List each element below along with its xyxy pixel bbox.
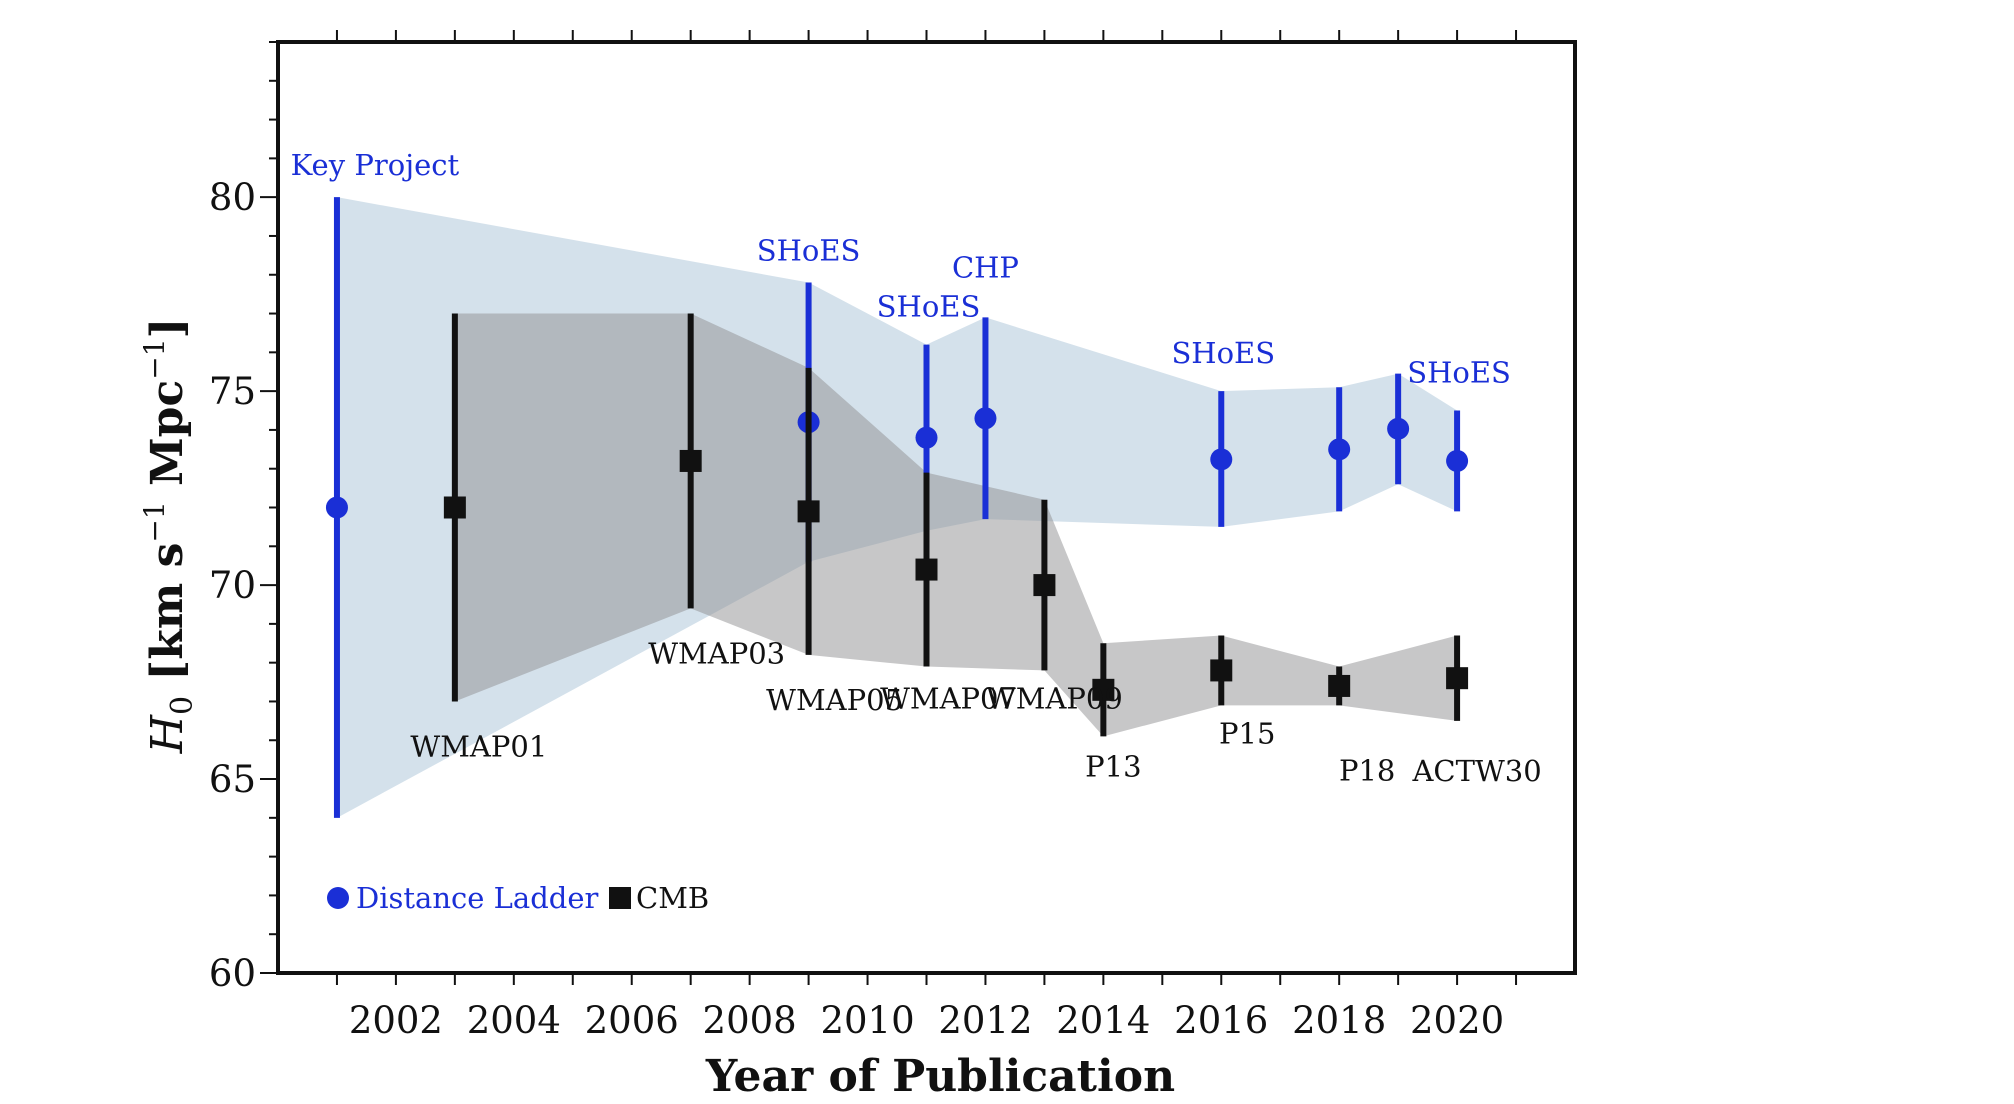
distance-ladder-point [974, 407, 997, 430]
x-tick-label: 2014 [1056, 999, 1150, 1042]
cmb-point [915, 558, 938, 581]
x-tick-label: 2020 [1410, 999, 1504, 1042]
y-tick-label: 75 [209, 370, 256, 413]
legend-cmb-marker [609, 887, 631, 909]
legend-cmb-label: CMB [636, 881, 709, 915]
y-tick-label: 80 [209, 176, 256, 219]
y-axis-title-h: H [142, 713, 193, 754]
cmb-label: P18 [1339, 753, 1395, 787]
x-tick-label: 2002 [349, 999, 443, 1042]
cmb-band [454, 313, 1458, 737]
cmb-label: WMAP07 [880, 682, 1017, 716]
y-tick-label: 70 [209, 564, 256, 607]
plot-frame [276, 40, 1577, 975]
distance-ladder-point [1387, 417, 1410, 440]
distance-ladder-label: Key Project [291, 148, 460, 182]
distance-ladder-point [1328, 438, 1351, 461]
cmb-label: P15 [1219, 716, 1275, 750]
distance-ladder-point [1210, 448, 1233, 471]
distance-ladder-point [325, 496, 348, 519]
y-axis-title-bracket: ] [142, 318, 193, 339]
x-tick-label: 2008 [703, 999, 797, 1042]
x-tick-label: 2012 [938, 999, 1032, 1042]
distance-ladder-label: SHoES [757, 234, 861, 268]
cmb-label: ACTW30 [1411, 754, 1541, 788]
x-tick-label: 2016 [1174, 999, 1268, 1042]
x-tick-label: 2010 [820, 999, 914, 1042]
distance-ladder-point [915, 426, 938, 449]
y-tick-label: 65 [209, 758, 256, 801]
cmb-point [1328, 674, 1351, 697]
x-tick-label: 2004 [467, 999, 561, 1042]
x-axis-title: Year of Publication [705, 1051, 1175, 1102]
point-annotations: Key Project SHoES SHoES CHP SHoES SHoES WMAP01… [291, 148, 1542, 788]
legend: Distance Ladder CMB [327, 881, 709, 915]
y-axis-title-exp2: −1 [138, 338, 171, 379]
cmb-point [797, 500, 820, 523]
distance-ladder-label: SHoES [877, 290, 981, 324]
cmb-label: WMAP09 [986, 681, 1123, 715]
cmb-point [1092, 678, 1115, 701]
cmb-point [1446, 667, 1469, 690]
cmb-point [679, 449, 702, 472]
uncertainty-bands [336, 197, 1458, 818]
distance-ladder-label: CHP [952, 250, 1019, 284]
cmb-series [443, 313, 1469, 737]
y-axis-title-km: [km s [142, 543, 193, 696]
y-axis-title-sub: 0 [165, 696, 200, 715]
cmb-label: WMAP03 [648, 636, 785, 670]
cmb-point [1210, 659, 1233, 682]
legend-ladder-marker [327, 887, 349, 909]
legend-ladder-label: Distance Ladder [356, 881, 598, 915]
cmb-label: WMAP05 [766, 683, 903, 717]
distance-ladder-label: SHoES [1171, 336, 1275, 370]
y-axis-title-exp1: −1 [138, 501, 171, 542]
y-tick-label: 60 [209, 952, 256, 995]
x-tick-label: 2018 [1292, 999, 1386, 1042]
distance-ladder-point [1446, 449, 1469, 472]
x-tick-label: 2006 [585, 999, 679, 1042]
cmb-label: WMAP01 [410, 729, 547, 763]
y-axis-title-mpc: Mpc [142, 380, 193, 502]
cmb-point [1033, 574, 1056, 597]
cmb-label: P13 [1085, 749, 1141, 783]
y-axis-title: H0 [km s−1 Mpc−1] [138, 318, 200, 755]
cmb-point [443, 496, 466, 519]
distance-ladder-label: SHoES [1407, 356, 1511, 390]
